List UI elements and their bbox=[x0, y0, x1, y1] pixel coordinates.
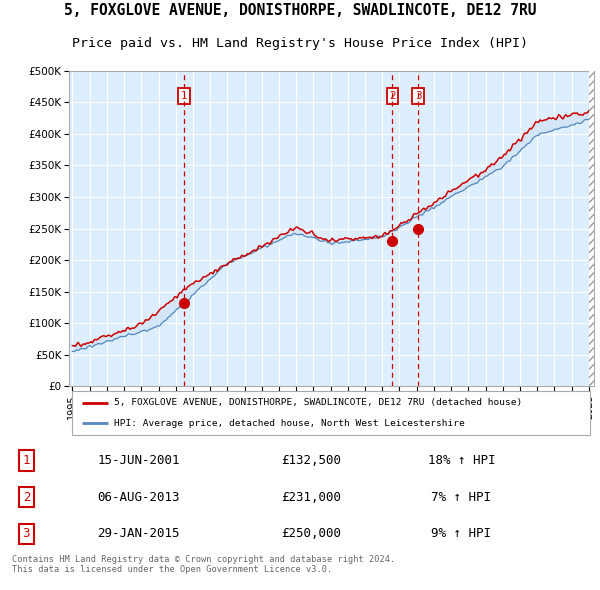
Text: Contains HM Land Registry data © Crown copyright and database right 2024.
This d: Contains HM Land Registry data © Crown c… bbox=[12, 555, 395, 574]
Text: 2: 2 bbox=[389, 91, 396, 101]
Text: 3: 3 bbox=[23, 527, 30, 540]
Text: HPI: Average price, detached house, North West Leicestershire: HPI: Average price, detached house, Nort… bbox=[113, 419, 464, 428]
Text: 18% ↑ HPI: 18% ↑ HPI bbox=[428, 454, 495, 467]
Text: 5, FOXGLOVE AVENUE, DONISTHORPE, SWADLINCOTE, DE12 7RU: 5, FOXGLOVE AVENUE, DONISTHORPE, SWADLIN… bbox=[64, 4, 536, 18]
Text: 2: 2 bbox=[23, 490, 30, 504]
Text: 1: 1 bbox=[181, 91, 187, 101]
Text: 06-AUG-2013: 06-AUG-2013 bbox=[97, 490, 180, 504]
Text: 5, FOXGLOVE AVENUE, DONISTHORPE, SWADLINCOTE, DE12 7RU (detached house): 5, FOXGLOVE AVENUE, DONISTHORPE, SWADLIN… bbox=[113, 398, 522, 407]
Text: £231,000: £231,000 bbox=[281, 490, 341, 504]
Text: £250,000: £250,000 bbox=[281, 527, 341, 540]
Text: Price paid vs. HM Land Registry's House Price Index (HPI): Price paid vs. HM Land Registry's House … bbox=[72, 37, 528, 50]
Polygon shape bbox=[589, 71, 594, 386]
Text: 7% ↑ HPI: 7% ↑ HPI bbox=[431, 490, 491, 504]
Text: 3: 3 bbox=[415, 91, 421, 101]
Text: 29-JAN-2015: 29-JAN-2015 bbox=[97, 527, 180, 540]
Text: 15-JUN-2001: 15-JUN-2001 bbox=[97, 454, 180, 467]
Text: £132,500: £132,500 bbox=[281, 454, 341, 467]
FancyBboxPatch shape bbox=[71, 391, 590, 435]
Text: 1: 1 bbox=[23, 454, 30, 467]
Text: 9% ↑ HPI: 9% ↑ HPI bbox=[431, 527, 491, 540]
